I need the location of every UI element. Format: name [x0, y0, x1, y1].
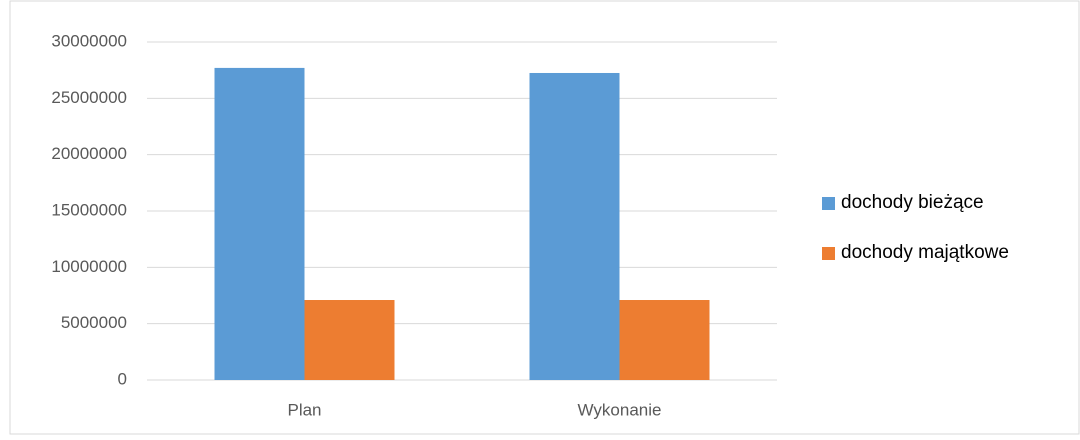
bar	[214, 67, 305, 380]
bar	[619, 300, 710, 380]
legend-swatch	[822, 247, 835, 260]
y-tick-label: 30000000	[51, 31, 127, 50]
y-tick-label: 0	[118, 369, 127, 388]
legend-label: dochody majątkowe	[841, 242, 1009, 263]
bar	[304, 300, 395, 380]
y-tick-label: 5000000	[61, 313, 127, 332]
y-tick-label: 25000000	[51, 88, 127, 107]
y-tick-label: 20000000	[51, 144, 127, 163]
legend: dochody bieżące dochody majątkowe	[822, 192, 1009, 263]
legend-label: dochody bieżące	[841, 192, 984, 213]
x-tick-label: Plan	[287, 400, 321, 419]
y-tick-label: 10000000	[51, 257, 127, 276]
bar	[529, 72, 620, 380]
y-tick-label: 15000000	[51, 200, 127, 219]
legend-swatch	[822, 197, 835, 210]
x-tick-label: Wykonanie	[578, 400, 662, 419]
